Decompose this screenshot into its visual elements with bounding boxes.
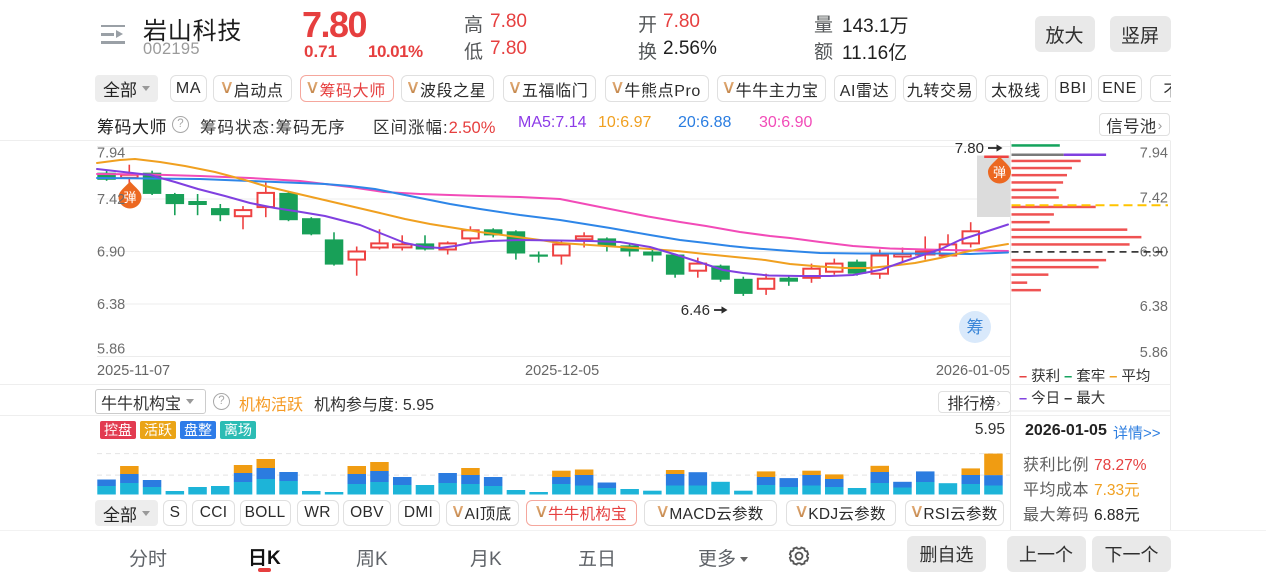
- svg-text:筹: 筹: [967, 318, 984, 337]
- svg-text:7.42: 7.42: [97, 192, 125, 208]
- svg-text:弹: 弹: [123, 190, 136, 205]
- svg-text:6.38: 6.38: [97, 297, 125, 313]
- svg-text:6.38: 6.38: [1140, 299, 1168, 315]
- svg-text:7.42: 7.42: [1140, 191, 1168, 207]
- svg-text:弹: 弹: [993, 165, 1006, 180]
- svg-text:7.94: 7.94: [97, 146, 125, 162]
- svg-text:6.90: 6.90: [1140, 245, 1168, 261]
- svg-text:6.90: 6.90: [97, 245, 125, 261]
- svg-text:5.86: 5.86: [1140, 345, 1168, 361]
- svg-text:7.80: 7.80: [955, 140, 984, 157]
- svg-text:7.94: 7.94: [1140, 146, 1168, 162]
- svg-text:6.46: 6.46: [681, 302, 710, 319]
- svg-text:5.86: 5.86: [97, 342, 125, 358]
